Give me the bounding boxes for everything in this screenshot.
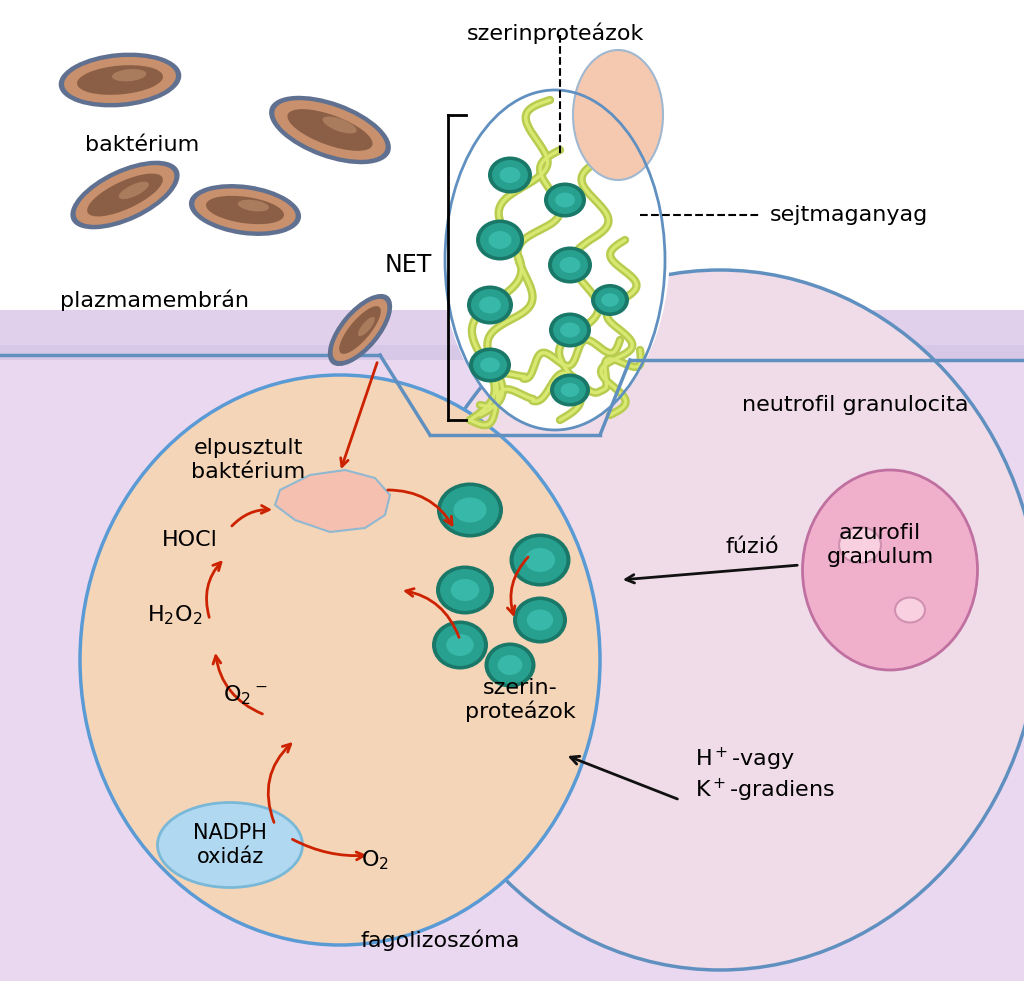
Ellipse shape — [484, 643, 536, 688]
Ellipse shape — [548, 246, 592, 284]
Ellipse shape — [206, 196, 284, 225]
Ellipse shape — [510, 534, 570, 587]
Ellipse shape — [559, 257, 581, 273]
Ellipse shape — [62, 56, 177, 104]
Ellipse shape — [488, 157, 532, 193]
Ellipse shape — [446, 634, 474, 656]
Ellipse shape — [469, 347, 511, 383]
Ellipse shape — [839, 527, 881, 563]
Ellipse shape — [895, 597, 925, 623]
Ellipse shape — [87, 174, 163, 217]
Ellipse shape — [594, 286, 626, 314]
Ellipse shape — [591, 284, 629, 316]
Text: fúzió: fúzió — [726, 537, 779, 557]
Text: plazmamembrán: plazmamembrán — [60, 289, 249, 311]
Bar — [0, 0, 1024, 340]
Ellipse shape — [476, 220, 524, 261]
Ellipse shape — [358, 317, 375, 336]
Ellipse shape — [454, 497, 486, 523]
Ellipse shape — [500, 167, 520, 183]
Ellipse shape — [288, 109, 373, 151]
Ellipse shape — [451, 579, 479, 601]
Text: fagolizoszóma: fagolizoszóma — [360, 929, 520, 951]
Text: elpusztult
baktérium: elpusztult baktérium — [190, 439, 305, 482]
Text: HOCl: HOCl — [162, 530, 218, 550]
Text: szerinproteázok: szerinproteázok — [466, 22, 644, 43]
Ellipse shape — [553, 376, 587, 404]
Text: NADPH
oxidáz: NADPH oxidáz — [194, 823, 267, 866]
Ellipse shape — [479, 222, 521, 258]
Ellipse shape — [193, 187, 297, 232]
Ellipse shape — [480, 357, 500, 373]
Ellipse shape — [560, 323, 580, 337]
Text: szerin-
proteázok: szerin- proteázok — [465, 678, 575, 722]
Text: H$_2$O$_2$: H$_2$O$_2$ — [147, 603, 203, 627]
Ellipse shape — [440, 485, 500, 535]
Ellipse shape — [470, 288, 510, 322]
Ellipse shape — [58, 53, 181, 108]
Ellipse shape — [544, 182, 586, 218]
Ellipse shape — [549, 313, 591, 347]
Ellipse shape — [498, 655, 522, 675]
Ellipse shape — [516, 599, 564, 641]
Ellipse shape — [80, 375, 600, 945]
Ellipse shape — [339, 306, 381, 354]
Text: azurofil
granulum: azurofil granulum — [826, 524, 934, 567]
Text: O$_2$$^-$: O$_2$$^-$ — [222, 683, 267, 706]
Ellipse shape — [432, 621, 488, 669]
Ellipse shape — [467, 285, 513, 325]
Ellipse shape — [71, 161, 179, 230]
Ellipse shape — [323, 117, 356, 133]
Ellipse shape — [269, 96, 391, 164]
Text: H$^+$-vagy
K$^+$-gradiens: H$^+$-vagy K$^+$-gradiens — [695, 746, 835, 804]
Polygon shape — [275, 470, 390, 532]
Ellipse shape — [112, 69, 146, 81]
Ellipse shape — [437, 483, 503, 538]
Ellipse shape — [487, 645, 532, 685]
Ellipse shape — [119, 181, 148, 199]
Bar — [0, 345, 1024, 375]
Text: NET: NET — [385, 253, 432, 277]
Ellipse shape — [526, 609, 553, 631]
Ellipse shape — [525, 548, 555, 572]
Ellipse shape — [512, 536, 567, 584]
Ellipse shape — [189, 184, 301, 236]
Ellipse shape — [479, 296, 501, 314]
Ellipse shape — [561, 383, 580, 397]
Ellipse shape — [436, 565, 494, 614]
Ellipse shape — [550, 374, 590, 406]
Ellipse shape — [328, 294, 392, 366]
Bar — [0, 310, 1024, 375]
Ellipse shape — [77, 65, 163, 95]
Ellipse shape — [238, 200, 269, 212]
Ellipse shape — [273, 99, 387, 161]
Bar — [0, 360, 1024, 981]
Ellipse shape — [440, 70, 670, 430]
Ellipse shape — [552, 315, 588, 345]
Text: sejtmaganyag: sejtmaganyag — [770, 205, 928, 225]
Ellipse shape — [400, 270, 1024, 970]
Ellipse shape — [435, 623, 485, 667]
Ellipse shape — [439, 568, 490, 612]
Ellipse shape — [601, 293, 618, 307]
Ellipse shape — [551, 249, 589, 281]
Ellipse shape — [555, 192, 574, 208]
Ellipse shape — [490, 159, 529, 191]
Ellipse shape — [158, 802, 302, 888]
Text: neutrofil granulocita: neutrofil granulocita — [741, 395, 969, 415]
Ellipse shape — [573, 50, 663, 180]
Ellipse shape — [547, 185, 583, 215]
Ellipse shape — [74, 164, 176, 227]
Ellipse shape — [513, 596, 567, 644]
Text: baktérium: baktérium — [85, 135, 200, 155]
Ellipse shape — [803, 470, 978, 670]
Text: O$_2$: O$_2$ — [361, 849, 389, 872]
Ellipse shape — [488, 231, 512, 249]
Ellipse shape — [331, 297, 389, 363]
Ellipse shape — [472, 350, 508, 380]
